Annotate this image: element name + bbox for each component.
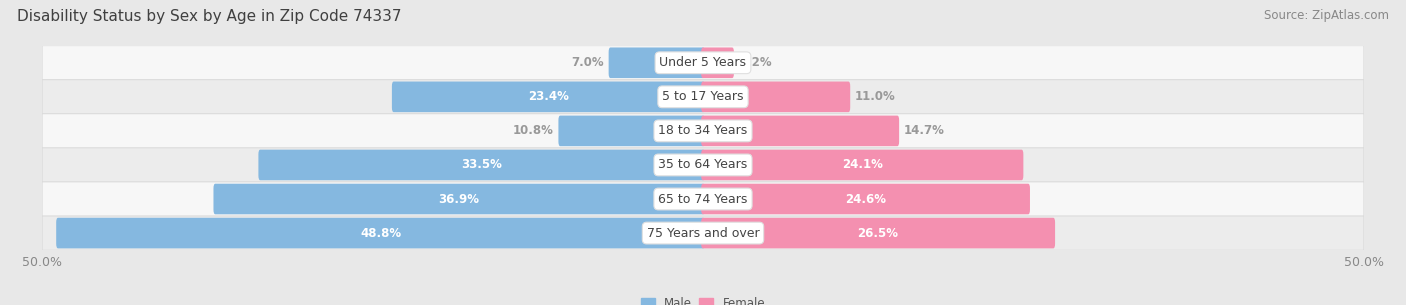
FancyBboxPatch shape (214, 184, 704, 214)
FancyBboxPatch shape (56, 218, 704, 248)
FancyBboxPatch shape (259, 150, 704, 180)
Text: 11.0%: 11.0% (855, 90, 896, 103)
Text: 10.8%: 10.8% (513, 124, 554, 137)
FancyBboxPatch shape (392, 81, 704, 112)
Text: 5 to 17 Years: 5 to 17 Years (662, 90, 744, 103)
Text: 65 to 74 Years: 65 to 74 Years (658, 192, 748, 206)
Text: Disability Status by Sex by Age in Zip Code 74337: Disability Status by Sex by Age in Zip C… (17, 9, 401, 24)
FancyBboxPatch shape (702, 116, 898, 146)
Text: 14.7%: 14.7% (904, 124, 945, 137)
FancyBboxPatch shape (42, 114, 1364, 148)
Text: 48.8%: 48.8% (360, 227, 401, 239)
Text: 26.5%: 26.5% (858, 227, 898, 239)
FancyBboxPatch shape (702, 184, 1031, 214)
Text: Source: ZipAtlas.com: Source: ZipAtlas.com (1264, 9, 1389, 22)
FancyBboxPatch shape (42, 148, 1364, 182)
FancyBboxPatch shape (609, 48, 704, 78)
Text: 23.4%: 23.4% (527, 90, 569, 103)
Text: Under 5 Years: Under 5 Years (659, 56, 747, 69)
Text: 35 to 64 Years: 35 to 64 Years (658, 159, 748, 171)
FancyBboxPatch shape (702, 81, 851, 112)
FancyBboxPatch shape (702, 48, 734, 78)
Text: 24.1%: 24.1% (842, 159, 883, 171)
Text: 36.9%: 36.9% (439, 192, 479, 206)
FancyBboxPatch shape (558, 116, 704, 146)
Text: 7.0%: 7.0% (571, 56, 605, 69)
FancyBboxPatch shape (42, 80, 1364, 114)
FancyBboxPatch shape (702, 150, 1024, 180)
Text: 33.5%: 33.5% (461, 159, 502, 171)
FancyBboxPatch shape (42, 182, 1364, 216)
Text: 2.2%: 2.2% (738, 56, 772, 69)
Text: 24.6%: 24.6% (845, 192, 886, 206)
FancyBboxPatch shape (42, 216, 1364, 250)
FancyBboxPatch shape (42, 46, 1364, 80)
FancyBboxPatch shape (702, 218, 1054, 248)
Legend: Male, Female: Male, Female (641, 296, 765, 305)
Text: 18 to 34 Years: 18 to 34 Years (658, 124, 748, 137)
Text: 75 Years and over: 75 Years and over (647, 227, 759, 239)
